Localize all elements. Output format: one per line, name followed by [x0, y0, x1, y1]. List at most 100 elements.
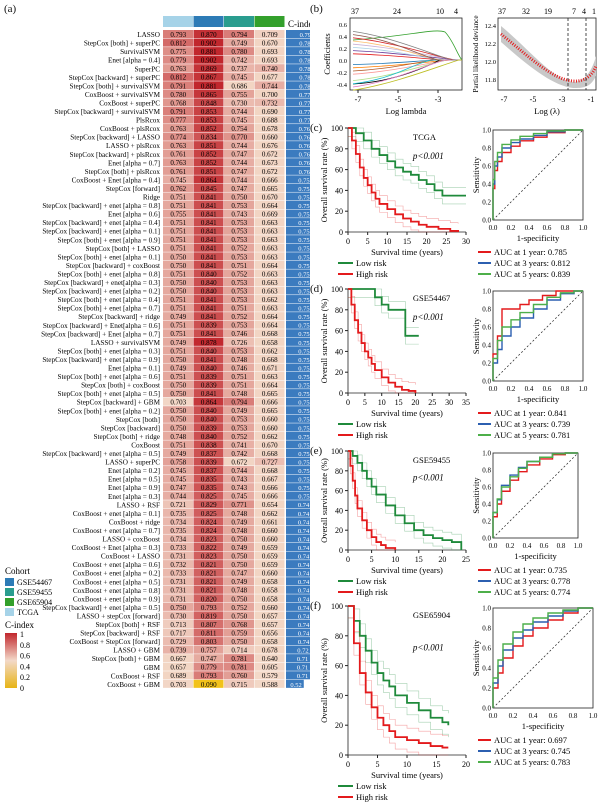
heat-cell [193, 654, 224, 663]
heat-cell-value: 0.745 [231, 493, 247, 501]
row-label: Enet [alpha = 0.5] [108, 476, 160, 484]
x-axis-label: Survival time (years) [371, 408, 443, 418]
row-label: LASSO + stepCox [forward] [77, 612, 160, 620]
roc-frame [492, 290, 584, 382]
heat-cell [163, 525, 193, 534]
heat-cell-value: 0.838 [201, 441, 217, 449]
mean-cindex-value: 0.78 [299, 58, 310, 65]
heat-cell [193, 585, 224, 594]
km-ci-upper-low [348, 127, 466, 188]
heat-cell [193, 594, 224, 603]
mean-cindex-value: 0.75 [298, 383, 309, 390]
auc-legend-label: AUC at 1 year: 0.735 [494, 565, 567, 575]
cohort-header-TCGA [163, 16, 193, 27]
mean-cindex-value: 0.78 [299, 66, 310, 73]
heat-cell-value: 0.841 [201, 219, 217, 227]
mean-cindex-value: 0.74 [298, 605, 310, 612]
x-tick-label: -3 [435, 95, 442, 104]
heat-cell-value: 0.841 [201, 236, 217, 244]
heat-cell [254, 201, 285, 210]
mean-cindex-value: 0.75 [298, 194, 309, 201]
heat-cell-value: 0.665 [262, 407, 278, 415]
heat-cell-value: 0.752 [231, 270, 247, 278]
heat-cell [193, 286, 224, 295]
heat-cell-value: 0.670 [262, 441, 278, 449]
x-axis-label: Log (λ) [534, 106, 560, 116]
heat-cell-value: 0.852 [201, 125, 217, 133]
heat-cell-value: 0.753 [231, 322, 247, 330]
heat-cell-value: 0.664 [262, 262, 278, 270]
mean-cindex-value: 0.75 [298, 306, 309, 313]
heat-cell-value: 0.671 [262, 364, 278, 372]
mean-cindex-bar [286, 457, 310, 466]
heat-cell [163, 124, 193, 133]
heat-cell [224, 363, 254, 372]
heat-cell [163, 72, 193, 81]
mean-cindex-value: 0.75 [298, 323, 309, 330]
mean-cindex-bar [286, 149, 310, 158]
heat-cell-value: 0.658 [262, 595, 278, 603]
heat-cell-value: 0.839 [201, 458, 217, 466]
heat-cell-value: 0.753 [231, 253, 247, 261]
mean-cindex-value: 0.71 [297, 673, 308, 680]
heat-cell [254, 89, 285, 98]
heat-cell-value: 0.753 [231, 416, 247, 424]
mean-cindex-value: 0.77 [299, 92, 310, 99]
heat-cell-value: 0.754 [231, 125, 247, 133]
mean-cindex-value: 0.78 [299, 75, 310, 82]
heat-cell-value: 0.794 [231, 399, 247, 407]
mean-cindex-value: 0.75 [298, 314, 309, 321]
legend-low-label: Low risk [356, 781, 387, 791]
row-label: CoxBoost + survivalSVM [85, 91, 161, 99]
heat-cell-value: 0.658 [262, 578, 278, 586]
heat-cell-value: 0.663 [262, 228, 278, 236]
y-tick-label: 0 [339, 546, 343, 555]
heat-cell [224, 260, 254, 269]
heat-cell [193, 38, 224, 47]
heat-cell [193, 218, 224, 227]
heat-cell-value: 0.819 [201, 612, 217, 620]
heat-cell [224, 483, 254, 492]
heat-cell [163, 175, 193, 184]
roc-plot-gse65904: 0.00.0 0.2 0.2 0.4 0.4 0.6 0.6 0.8 0.8 1.0 1.0 1-sp… [473, 605, 598, 768]
heat-cell-value: 0.663 [262, 219, 278, 227]
mean-cindex-bar [286, 602, 310, 611]
mean-cindex-bar [286, 448, 310, 457]
heat-cell [254, 320, 285, 329]
row-label: StepCox [backward] + enet [alpha = 0.1] [42, 228, 160, 236]
heat-cell-value: 0.741 [231, 441, 247, 449]
roc-curve-3 [492, 452, 578, 538]
heat-cell [254, 166, 285, 175]
row-label: CoxBoost + GBM [107, 681, 160, 689]
heat-cell-value: 0.751 [170, 347, 186, 355]
x-tick-label: 20 [411, 398, 419, 407]
row-label: StepCox [backward] + enet [alpha = 0.5] [42, 450, 160, 458]
mean-cindex-value: 0.76 [299, 169, 310, 176]
row-label: StepCox [backward] + enet [alpha = 0.8] [42, 202, 160, 210]
heat-cell-value: 0.658 [262, 587, 278, 595]
km-ci-lower-high [348, 297, 416, 394]
heat-cell [163, 235, 193, 244]
heat-cell-value: 0.660 [262, 570, 278, 578]
heat-cell-value: 0.822 [201, 544, 217, 552]
heat-cell [224, 611, 254, 620]
heat-cell [193, 312, 224, 321]
row-label: Enet [alpha = 0.3] [108, 493, 160, 501]
heat-cell-value: 0.662 [262, 347, 278, 355]
heat-cell [193, 192, 224, 201]
heat-cell [163, 448, 193, 457]
heat-cell [163, 89, 193, 98]
y-axis-label: Overall survival rate (%) [319, 137, 329, 222]
heat-cell-value: 0.730 [170, 612, 186, 620]
legend-scale-tick: 0.2 [20, 673, 30, 682]
x-axis-label: Survival time (years) [371, 770, 443, 780]
heat-cell-value: 0.748 [231, 390, 247, 398]
heat-cell-value: 0.768 [231, 621, 247, 629]
heat-cell-value: 0.663 [262, 270, 278, 278]
auc-legend-label: AUC at 3 years: 0.739 [494, 419, 570, 429]
heat-cell [224, 619, 254, 628]
heat-cell [163, 30, 193, 39]
mean-cindex-value: 0.74 [298, 630, 310, 637]
heat-cell-value: 0.821 [201, 578, 217, 586]
heat-cell [163, 295, 193, 304]
